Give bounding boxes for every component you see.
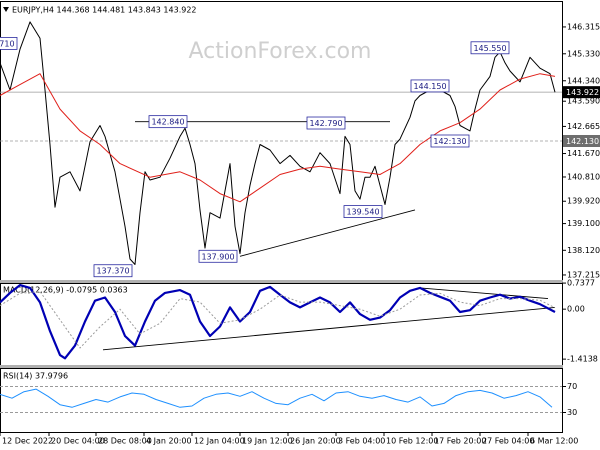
x-tick-label: 6 Mar 12:00 [530, 437, 578, 446]
annotation-box [306, 116, 346, 130]
annotation-label: 145.710 [0, 39, 15, 48]
macd-title: MACD(12,26,9) -0.0795 0.0363 [3, 286, 128, 295]
x-tick-label: 12 Jan 04:00 [194, 437, 245, 446]
y-tick-label: 137.215 [567, 270, 600, 279]
rsi-title: RSI(14) 37.9796 [3, 372, 68, 381]
y-tick-label: 139.100 [567, 219, 600, 228]
y-tick-label: 70 [567, 382, 577, 391]
x-tick-label: 10 Feb 12:00 [386, 437, 438, 446]
annotation-label: 137.370 [96, 267, 129, 276]
annotation-label: 142.840 [151, 118, 184, 127]
price-marker [563, 135, 600, 147]
annotation-box [148, 115, 188, 129]
annotation-box [198, 249, 238, 263]
y-tick-label: 141.670 [567, 149, 600, 158]
x-tick-label: 27 Feb 04:00 [482, 437, 534, 446]
series-line [0, 291, 556, 349]
y-tick-label: 143.590 [567, 97, 600, 106]
x-tick-label: 26 Jan 20:00 [290, 437, 341, 446]
symbol-icon [3, 7, 9, 12]
rsi-panel-frame [0, 368, 563, 433]
annotation-label: 139.540 [346, 208, 379, 217]
chart-header: EURJPY,H4 144.368 144.481 143.843 143.92… [12, 6, 197, 15]
series-line [0, 284, 556, 360]
x-tick-label: 20 Dec 04:00 [51, 437, 105, 446]
y-tick-label: 146.315 [567, 22, 600, 31]
panel-plot [0, 284, 556, 360]
y-tick-label: 0.7377 [567, 279, 595, 288]
annotation-label: 145.550 [473, 44, 506, 53]
annotation-box [470, 41, 510, 55]
series-line [0, 388, 553, 408]
x-tick-label: 17 Feb 20:00 [434, 437, 486, 446]
x-tick-label: 19 Jan 12:00 [242, 437, 293, 446]
y-tick-label: 142.665 [567, 122, 600, 131]
trendline [419, 287, 549, 300]
y-tick-label: 144.340 [567, 76, 600, 85]
y-tick-label: 145.330 [567, 49, 600, 58]
price-marker-label: 142.130 [566, 137, 599, 146]
y-tick-label: -1.4138 [567, 355, 598, 364]
y-tick-label: 140.810 [567, 172, 600, 181]
annotation-label: 142:130 [433, 137, 466, 146]
annotation-label: 144.150 [413, 82, 446, 91]
series-line [0, 73, 556, 203]
price-marker [563, 86, 600, 99]
panel-plot [0, 386, 562, 413]
series-line [0, 21, 556, 265]
annotation-box [410, 79, 450, 93]
panel-separator [0, 365, 563, 368]
annotation-box [343, 205, 383, 218]
x-tick-label: 12 Dec 2022 [2, 437, 53, 446]
annotation-box [430, 134, 470, 148]
x-tick-label: 4 Jan 20:00 [146, 437, 192, 446]
price-marker-label: 143.922 [566, 88, 599, 97]
annotation-label: 142.790 [309, 119, 342, 128]
y-tick-label: 0.00 [567, 305, 585, 314]
y-tick-label: 138.120 [567, 246, 600, 255]
panel-plot [0, 21, 562, 265]
y-tick-label: 30 [567, 408, 577, 417]
annotation-box [0, 37, 18, 50]
x-tick-label: 28 Dec 08:00 [98, 437, 152, 446]
annotation-box [93, 264, 133, 278]
y-tick-label: 139.920 [567, 197, 600, 206]
panel-separator [0, 280, 563, 283]
x-tick-label: 3 Feb 04:00 [338, 437, 385, 446]
watermark: ActionForex.com [189, 39, 372, 64]
annotation-label: 137.900 [201, 252, 234, 261]
trendline [102, 306, 556, 351]
trendline [239, 209, 416, 257]
